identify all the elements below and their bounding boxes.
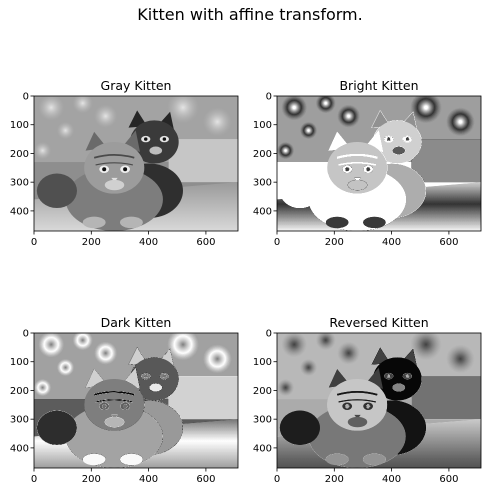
- subplot-title-bright: Bright Kitten: [339, 78, 418, 93]
- x-tick-label: 200: [325, 474, 344, 485]
- subplot-bright: Bright Kitten 0 200 400 600 0 100 200 300 400: [253, 78, 482, 248]
- axes-frame-dark: [33, 332, 239, 469]
- x-tick-label: 200: [82, 237, 101, 248]
- x-tick-label: 200: [325, 237, 344, 248]
- subplot-dark: Dark Kitten 0 200 400 600 0 100 200 300 400: [10, 315, 239, 485]
- x-tick-label: 600: [439, 474, 458, 485]
- x-tick-label: 0: [31, 474, 37, 485]
- y-tick-label: 200: [253, 149, 272, 160]
- subplot-title-dark: Dark Kitten: [101, 315, 172, 330]
- kitten-image-gray: [34, 96, 238, 231]
- axes-frame-gray: [33, 95, 239, 232]
- y-tick-label: 0: [266, 329, 272, 340]
- y-tick-label: 0: [266, 92, 272, 103]
- kitten-image-bright: [277, 96, 481, 231]
- y-tick-label: 0: [23, 92, 29, 103]
- x-tick-label: 400: [139, 474, 158, 485]
- subplot-gray: Gray Kitten 0 200 400 600 0 100 200 300 400: [10, 78, 239, 248]
- x-tick-label: 400: [382, 474, 401, 485]
- x-tick-label: 200: [82, 474, 101, 485]
- subplot-title-gray: Gray Kitten: [101, 78, 172, 93]
- figure-suptitle: Kitten with affine transform.: [137, 5, 362, 24]
- y-tick-label: 400: [253, 443, 272, 454]
- y-tick-label: 400: [10, 443, 29, 454]
- x-tick-label: 0: [274, 237, 280, 248]
- kitten-image-dark: [34, 333, 238, 468]
- axes-frame-reversed: [276, 332, 482, 469]
- y-tick-label: 0: [23, 329, 29, 340]
- subplot-title-reversed: Reversed Kitten: [329, 315, 428, 330]
- kitten-image-reversed: [277, 333, 481, 468]
- y-tick-label: 400: [10, 206, 29, 217]
- x-tick-label: 400: [382, 237, 401, 248]
- y-tick-label: 200: [10, 149, 29, 160]
- x-tick-label: 0: [31, 237, 37, 248]
- y-tick-label: 300: [10, 178, 29, 189]
- x-tick-label: 600: [439, 237, 458, 248]
- y-tick-label: 300: [253, 178, 272, 189]
- x-tick-label: 600: [196, 474, 215, 485]
- x-tick-label: 400: [139, 237, 158, 248]
- y-tick-label: 200: [253, 386, 272, 397]
- y-tick-label: 400: [253, 206, 272, 217]
- y-tick-label: 200: [10, 386, 29, 397]
- subplot-reversed: Reversed Kitten 0 200 400 600 0 100 200 300 400: [253, 315, 482, 485]
- y-tick-label: 300: [253, 415, 272, 426]
- axes-frame-bright: [276, 95, 482, 232]
- y-tick-label: 100: [253, 120, 272, 131]
- y-tick-label: 300: [10, 415, 29, 426]
- x-tick-label: 600: [196, 237, 215, 248]
- y-tick-label: 100: [10, 120, 29, 131]
- y-tick-label: 100: [10, 357, 29, 368]
- x-tick-label: 0: [274, 474, 280, 485]
- y-tick-label: 100: [253, 357, 272, 368]
